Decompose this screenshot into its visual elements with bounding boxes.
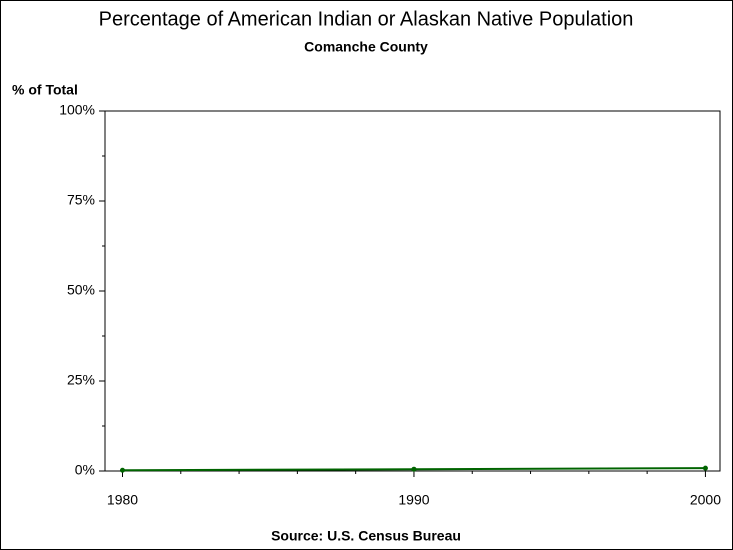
y-tick-label: 25% xyxy=(67,372,95,388)
data-point xyxy=(702,465,708,471)
y-tick-label: 50% xyxy=(67,282,95,298)
y-tick-label: 75% xyxy=(67,192,95,208)
data-point xyxy=(119,467,125,473)
data-point xyxy=(411,466,417,472)
y-tick-label: 100% xyxy=(59,102,95,118)
x-tick-label: 1990 xyxy=(398,492,429,508)
x-tick-label: 2000 xyxy=(690,492,721,508)
source-note: Source: U.S. Census Bureau xyxy=(271,528,461,544)
y-axis-label: % of Total xyxy=(12,82,78,98)
chart-subtitle: Comanche County xyxy=(304,39,428,55)
y-tick-label: 0% xyxy=(75,462,95,478)
x-tick-label: 1980 xyxy=(107,492,138,508)
chart-title: Percentage of American Indian or Alaskan… xyxy=(99,8,634,30)
